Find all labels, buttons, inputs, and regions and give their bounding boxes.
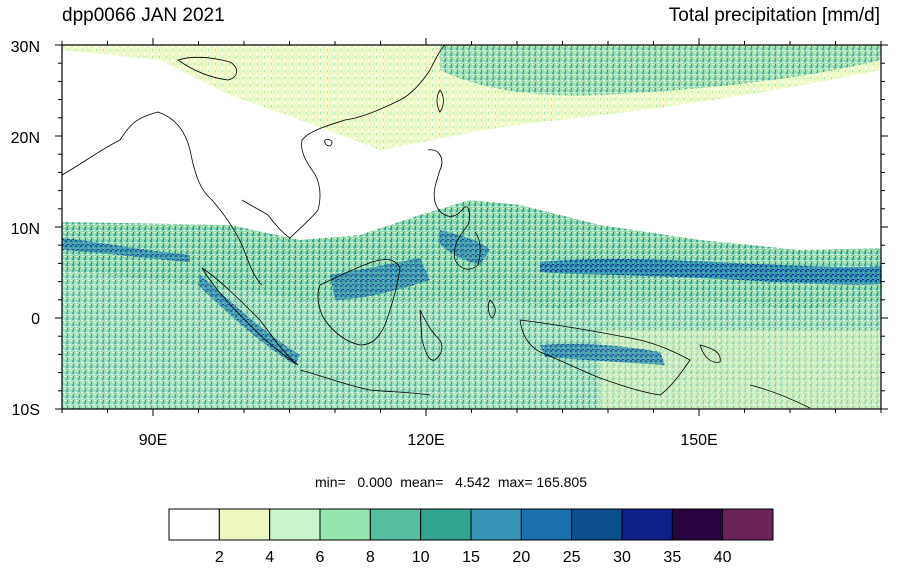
colorbar-label: 30 bbox=[613, 549, 631, 566]
colorbar-box bbox=[621, 508, 673, 541]
lat-label-20n: 20N bbox=[11, 130, 40, 147]
colorbar-box bbox=[319, 508, 371, 541]
colorbar-box bbox=[671, 508, 724, 541]
colorbar-label: 35 bbox=[663, 549, 681, 566]
colorbar-label: 15 bbox=[462, 549, 480, 566]
colorbar-label: 25 bbox=[563, 549, 581, 566]
colorbar-labels: 2 4 6 8 10 15 20 25 30 35 40 bbox=[215, 549, 732, 566]
colorbar-box bbox=[520, 508, 573, 541]
colorbar-label: 10 bbox=[412, 549, 430, 566]
colorbar-box bbox=[420, 508, 472, 541]
colorbar-box bbox=[369, 508, 422, 541]
colorbar-boxes bbox=[168, 508, 774, 541]
lat-label-10s: 10S bbox=[12, 402, 40, 419]
plot-title-left: dpp0066 JAN 2021 bbox=[62, 5, 225, 26]
lat-label-0: 0 bbox=[31, 311, 40, 328]
statistics-line: min= 0.000 mean= 4.542 max= 165.805 bbox=[314, 474, 587, 490]
lon-label-150e: 150E bbox=[680, 432, 717, 449]
colorbar-label: 2 bbox=[215, 549, 224, 566]
lat-label-30n: 30N bbox=[11, 39, 40, 56]
axis-ticks bbox=[55, 38, 888, 416]
lat-label-10n: 10N bbox=[11, 221, 40, 238]
colorbar-box bbox=[470, 508, 522, 541]
colorbar-box bbox=[269, 508, 321, 541]
lon-label-120e: 120E bbox=[407, 432, 444, 449]
colorbar-label: 6 bbox=[316, 549, 325, 566]
coastlines bbox=[62, 45, 811, 409]
precipitation-map: 30N 20N 10N 0 10S 90E 120E 150E bbox=[11, 38, 888, 449]
plot-title-right: Total precipitation [mm/d] bbox=[668, 5, 880, 26]
colorbar-box bbox=[168, 508, 220, 541]
colorbar-label: 8 bbox=[366, 549, 375, 566]
lon-label-90e: 90E bbox=[139, 432, 167, 449]
colorbar-box bbox=[722, 508, 774, 541]
colorbar-label: 4 bbox=[265, 549, 274, 566]
colorbar-box bbox=[571, 508, 623, 541]
colorbar-label: 40 bbox=[714, 549, 732, 566]
colorbar-label: 20 bbox=[512, 549, 530, 566]
colorbar-box bbox=[218, 508, 271, 541]
precipitation-field bbox=[62, 45, 881, 409]
